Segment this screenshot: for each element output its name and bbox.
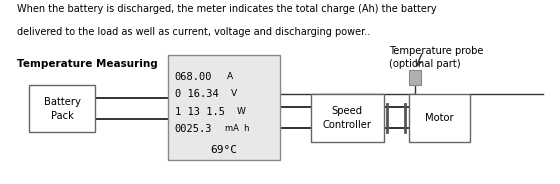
FancyBboxPatch shape: [29, 85, 95, 132]
Text: Speed
Controller: Speed Controller: [323, 106, 372, 130]
Text: 1 13 1.5: 1 13 1.5: [175, 107, 225, 117]
Text: Battery
Pack: Battery Pack: [44, 97, 81, 121]
Text: 0025.3: 0025.3: [175, 124, 212, 134]
Text: W: W: [236, 107, 245, 116]
Text: Temperature probe
(optional part): Temperature probe (optional part): [389, 46, 484, 69]
FancyBboxPatch shape: [168, 55, 280, 160]
Text: V: V: [231, 89, 237, 98]
Text: mA  h: mA h: [225, 124, 250, 133]
Text: delivered to the load as well as current, voltage and discharging power..: delivered to the load as well as current…: [17, 27, 370, 37]
Text: 69°C: 69°C: [211, 145, 237, 155]
Text: Temperature Measuring: Temperature Measuring: [17, 59, 157, 69]
Text: A: A: [227, 72, 234, 81]
Text: 068.00: 068.00: [175, 72, 212, 82]
Text: When the battery is discharged, the meter indicates the total charge (Ah) the ba: When the battery is discharged, the mete…: [17, 4, 436, 14]
FancyBboxPatch shape: [311, 94, 384, 142]
Text: 0 16.34: 0 16.34: [175, 89, 218, 99]
FancyBboxPatch shape: [409, 94, 470, 142]
FancyBboxPatch shape: [409, 70, 421, 85]
Text: Motor: Motor: [425, 113, 454, 123]
